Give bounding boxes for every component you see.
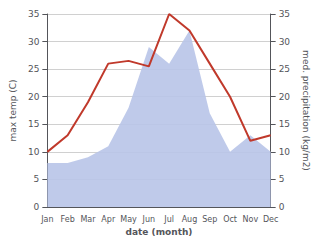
- svg-text:Feb: Feb: [61, 215, 75, 224]
- svg-text:10: 10: [279, 147, 291, 157]
- svg-text:25: 25: [279, 64, 290, 74]
- svg-text:Sep: Sep: [202, 215, 217, 224]
- svg-text:20: 20: [279, 92, 291, 102]
- svg-text:5: 5: [279, 174, 285, 184]
- svg-text:Mar: Mar: [80, 215, 96, 224]
- svg-text:35: 35: [28, 9, 39, 19]
- svg-text:35: 35: [279, 9, 290, 19]
- svg-text:max temp (C): max temp (C): [8, 79, 18, 141]
- svg-text:10: 10: [28, 147, 40, 157]
- svg-text:Jul: Jul: [163, 215, 174, 224]
- svg-text:0: 0: [279, 202, 285, 212]
- svg-text:5: 5: [34, 174, 40, 184]
- svg-text:15: 15: [279, 119, 290, 129]
- svg-text:Dec: Dec: [263, 215, 278, 224]
- svg-text:Apr: Apr: [101, 215, 116, 224]
- svg-text:Jun: Jun: [142, 215, 156, 224]
- svg-text:Nov: Nov: [243, 215, 259, 224]
- svg-text:30: 30: [28, 37, 40, 47]
- svg-text:0: 0: [34, 202, 40, 212]
- svg-text:May: May: [120, 215, 137, 224]
- svg-text:Oct: Oct: [223, 215, 237, 224]
- svg-text:15: 15: [28, 119, 39, 129]
- svg-text:date (month): date (month): [126, 227, 193, 237]
- svg-text:25: 25: [28, 64, 39, 74]
- svg-text:Aug: Aug: [182, 215, 198, 224]
- svg-text:20: 20: [28, 92, 40, 102]
- svg-text:Jan: Jan: [40, 215, 53, 224]
- svg-text:med. precipitation (kg/m2): med. precipitation (kg/m2): [301, 50, 311, 171]
- svg-text:30: 30: [279, 37, 291, 47]
